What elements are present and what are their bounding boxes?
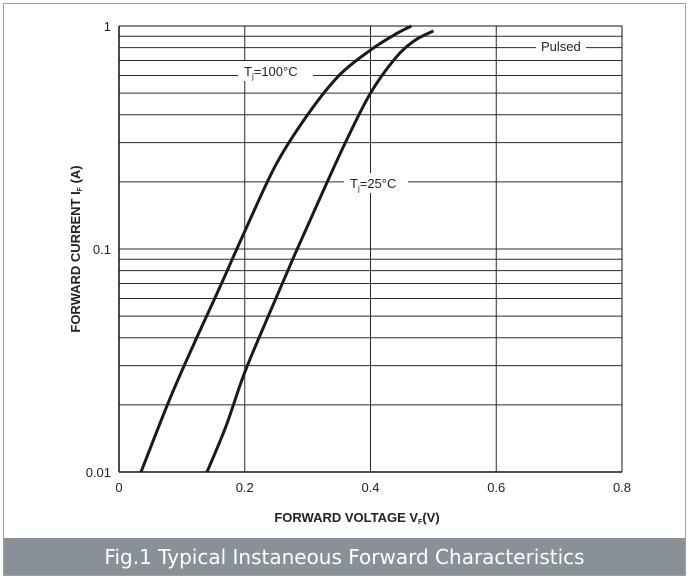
series-curves xyxy=(139,24,435,473)
x-tick-label: 0.2 xyxy=(236,480,254,495)
figure-caption-bar: Fig.1 Typical Instaneous Forward Charact… xyxy=(4,538,685,575)
series-curve-tj-100c xyxy=(139,24,413,473)
figure-frame xyxy=(3,3,686,576)
forward-characteristics-chart: 0 0.2 0.4 0.6 0.8 0.01 0.1 1 Tj=100°C Tj=25°C Puls… xyxy=(68,19,631,526)
x-tick-label: 0 xyxy=(115,480,122,495)
series-label-tj-100c-bg xyxy=(238,61,313,81)
series-label-tj-100c: Tj=100°C xyxy=(244,64,298,81)
pulsed-annotation: Pulsed xyxy=(541,39,581,54)
x-tick-label: 0.4 xyxy=(361,480,379,495)
series-curve-tj-25c xyxy=(205,29,435,473)
y-tick-label: 0.01 xyxy=(86,465,111,480)
chart-labels: 0 0.2 0.4 0.6 0.8 0.01 0.1 1 Tj=100°C Tj=25°C Puls… xyxy=(68,19,631,526)
pulsed-annotation-bg xyxy=(536,37,586,56)
y-tick-label: 0.1 xyxy=(93,242,111,257)
series-label-tj-25c: Tj=25°C xyxy=(350,176,396,193)
series-label-tj-25c-bg xyxy=(344,173,408,193)
figure-caption: Fig.1 Typical Instaneous Forward Charact… xyxy=(104,544,585,569)
y-tick-label: 1 xyxy=(104,19,111,34)
y-axis-title: FORWARD CURRENT IF (A) xyxy=(68,165,84,332)
x-tick-label: 0.8 xyxy=(613,480,631,495)
x-tick-label: 0.6 xyxy=(487,480,505,495)
x-axis-title: FORWARD VOLTAGE VF(V) xyxy=(274,510,439,526)
